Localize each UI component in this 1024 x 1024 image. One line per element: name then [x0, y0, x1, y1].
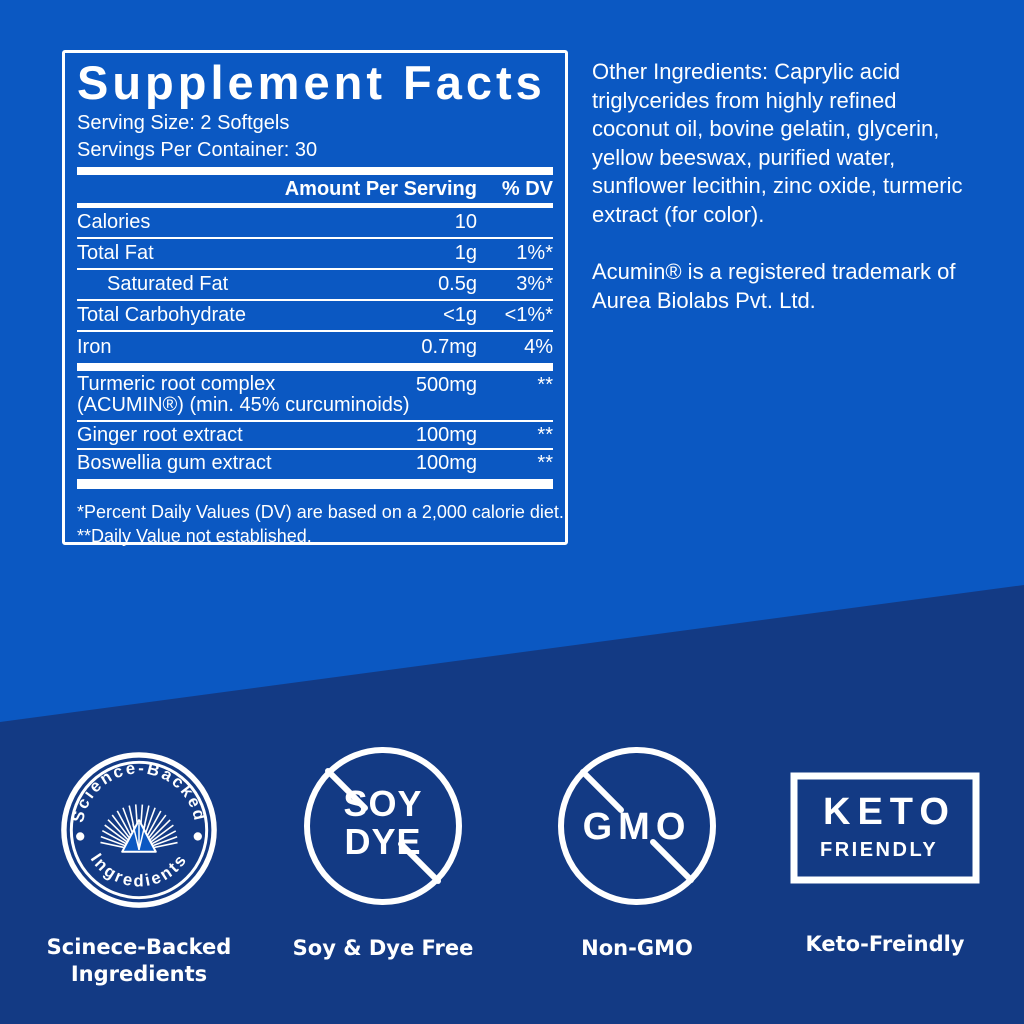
servings-per-container: Servings Per Container: 30 [77, 139, 318, 161]
slash-bottom-right [398, 841, 441, 884]
dye-text: DYE [344, 821, 421, 862]
divider-bar-medium [77, 203, 553, 208]
divider-bar-thick [77, 167, 553, 175]
other-ingredients-line: triglycerides from highly refined [592, 87, 897, 113]
caption-line: Ingredients [70, 962, 208, 986]
keto-friendly-badge: KETO FRIENDLY [790, 772, 980, 884]
row-dv: ** [537, 451, 553, 474]
row-amount: 10 [454, 211, 477, 233]
slash-bottom-right [650, 839, 694, 883]
table-row: Total Carbohydrate <1g <1%* [77, 301, 553, 332]
no-soy-dye-icon: SOY DYE [304, 747, 462, 905]
table-row: Calories 10 [77, 208, 553, 239]
stamp-arc-top-text: Science-Backed [68, 758, 207, 824]
row-amount: 1g [454, 242, 477, 264]
table-row: Ginger root extract 100mg ** [77, 422, 553, 450]
trademark-line: Acumin® is a registered trademark of [592, 259, 956, 284]
row-label: Total Carbohydrate [77, 304, 246, 326]
row-amount: 100mg [415, 451, 477, 474]
row-label: Calories [77, 211, 151, 233]
friendly-text: FRIENDLY [820, 839, 938, 861]
stamp-arc-bottom-text: Ingredients [87, 850, 189, 891]
keto-friendly-caption: Keto-Freindly [805, 932, 965, 956]
non-gmo-caption: Non-GMO [581, 936, 693, 960]
row-dv: <1%* [504, 304, 553, 326]
slash-top-left [325, 768, 368, 811]
trademark-block: Acumin® is a registered trademark of Aur… [592, 258, 1002, 315]
row-label-line2: (ACUMIN®) (min. 45% curcuminoids) [77, 394, 410, 416]
stamp-dot-right [193, 832, 202, 841]
row-amount: <1g [443, 304, 477, 326]
row-label: Boswellia gum extract [77, 451, 272, 474]
gmo-text: GMO [583, 806, 692, 848]
table-row: Turmeric root complex (ACUMIN®) (min. 45… [77, 371, 553, 422]
row-label: Turmeric root complex [77, 373, 276, 395]
other-ingredients-block: Other Ingredients: Caprylic acid triglyc… [592, 58, 1002, 315]
trademark-line: Aurea Biolabs Pvt. Ltd. [592, 287, 816, 313]
column-header-dv: % DV [501, 177, 553, 200]
row-label: Saturated Fat [107, 273, 229, 295]
row-amount: 0.7mg [421, 336, 477, 358]
soy-text: SOY [343, 783, 422, 824]
table-row: Saturated Fat 0.5g 3%* [77, 270, 553, 301]
other-ingredients-line: extract (for color). [592, 201, 765, 227]
row-label: Iron [77, 336, 112, 358]
row-dv: 1%* [516, 242, 553, 264]
row-dv: 4% [524, 336, 553, 358]
row-dv: 3%* [516, 273, 553, 295]
science-backed-badge: Science-Backed Ingredients [56, 747, 222, 913]
other-ingredients-line: Other Ingredients: Caprylic acid [592, 59, 901, 84]
svg-text:Science-Backed: Science-Backed [68, 758, 210, 824]
caption-line: Scinece-Backed [46, 935, 232, 959]
science-backed-stamp-icon: Science-Backed Ingredients [61, 752, 217, 908]
table-row: Boswellia gum extract 100mg ** [77, 450, 553, 476]
other-ingredients-line: sunflower lecithin, zinc oxide, turmeric [592, 173, 963, 198]
row-dv: ** [537, 423, 553, 446]
svg-text:Ingredients: Ingredients [87, 850, 191, 891]
divider-bar-thick [77, 479, 553, 489]
starburst-inner-rays-icon [132, 823, 146, 850]
supplement-facts-panel: Supplement Facts Serving Size: 2 Softgel… [62, 50, 568, 546]
serving-size: Serving Size: 2 Softgels [77, 112, 290, 134]
keto-friendly-icon: KETO FRIENDLY [790, 772, 980, 884]
table-row: Total Fat 1g 1%* [77, 239, 553, 270]
science-backed-caption: Scinece-Backed Ingredients [29, 934, 249, 988]
divider-bar-thick [77, 363, 553, 371]
non-gmo-badge: GMO [557, 746, 717, 906]
no-gmo-icon: GMO [558, 747, 716, 905]
row-amount: 500mg [415, 374, 477, 396]
row-amount: 0.5g [438, 273, 477, 295]
other-ingredients-line: coconut oil, bovine gelatin, glycerin, [592, 116, 940, 141]
row-dv: ** [537, 374, 553, 396]
soy-dye-free-badge: SOY DYE [303, 746, 463, 906]
table-row: Iron 0.7mg 4% [77, 332, 553, 363]
row-amount: 100mg [415, 423, 477, 446]
other-ingredients-line: yellow beeswax, purified water, [592, 144, 896, 170]
panel-title: Supplement Facts [77, 56, 546, 109]
stamp-dot-left [76, 832, 85, 841]
footnote-daily-values: *Percent Daily Values (DV) are based on … [77, 502, 564, 522]
keto-text: KETO [823, 791, 956, 833]
slash-top-left [580, 769, 624, 813]
table-header-row: Amount Per Serving % DV [77, 175, 553, 203]
row-label: Total Fat [77, 242, 154, 264]
column-header-amount: Amount Per Serving [284, 177, 477, 200]
soy-dye-free-caption: Soy & Dye Free [292, 936, 474, 960]
footnote-not-established: **Daily Value not established. [77, 526, 312, 546]
row-label: Ginger root extract [77, 423, 243, 446]
